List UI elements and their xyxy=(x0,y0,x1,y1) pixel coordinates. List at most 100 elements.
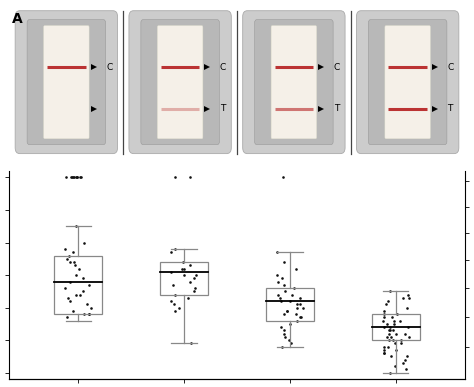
Point xyxy=(73,174,80,180)
Point xyxy=(403,353,411,360)
Point xyxy=(389,314,396,320)
Point xyxy=(296,314,303,320)
Point xyxy=(70,174,78,180)
FancyBboxPatch shape xyxy=(243,11,345,154)
Point xyxy=(293,301,301,307)
Point xyxy=(392,347,400,353)
Point xyxy=(281,327,288,334)
Point xyxy=(72,291,80,298)
Point xyxy=(404,291,412,298)
Point xyxy=(380,308,388,314)
Point xyxy=(72,223,80,229)
Point xyxy=(404,324,412,330)
Point xyxy=(80,311,87,317)
Point xyxy=(291,285,298,291)
Text: C: C xyxy=(106,63,112,72)
Point xyxy=(279,174,286,180)
Point xyxy=(405,295,413,301)
Point xyxy=(401,330,409,337)
Point xyxy=(389,337,396,343)
Text: C: C xyxy=(220,63,226,72)
Point xyxy=(382,301,390,307)
Point xyxy=(61,246,68,252)
Point xyxy=(178,265,186,272)
Point xyxy=(274,279,282,285)
FancyBboxPatch shape xyxy=(255,20,333,145)
Point xyxy=(286,298,293,304)
Point xyxy=(190,275,198,281)
Point xyxy=(277,298,285,304)
Point xyxy=(391,363,399,369)
Point xyxy=(384,344,392,350)
Point xyxy=(175,305,183,311)
Point xyxy=(180,272,188,278)
Point xyxy=(276,295,283,301)
Point xyxy=(66,259,73,265)
Point xyxy=(380,324,387,330)
Point xyxy=(391,340,399,346)
Point xyxy=(381,350,388,356)
Text: C: C xyxy=(334,63,340,72)
Point xyxy=(65,252,73,259)
Point xyxy=(392,330,400,337)
Point xyxy=(180,265,188,272)
Point xyxy=(380,347,388,353)
Point xyxy=(179,259,187,265)
Point xyxy=(383,334,391,340)
Bar xyxy=(372,314,419,340)
Point xyxy=(397,340,404,346)
Point xyxy=(385,327,393,334)
Bar xyxy=(266,288,314,321)
Point xyxy=(85,282,92,288)
Point xyxy=(83,301,91,307)
Point xyxy=(64,295,72,301)
Point xyxy=(280,311,287,317)
Point xyxy=(386,327,393,334)
Point xyxy=(186,174,194,180)
Point xyxy=(85,311,92,317)
Point xyxy=(283,308,291,314)
Point xyxy=(281,288,288,295)
Point xyxy=(389,327,397,334)
Text: T: T xyxy=(220,104,225,113)
Point xyxy=(69,174,77,180)
Point xyxy=(63,174,70,180)
Point xyxy=(293,318,301,324)
FancyBboxPatch shape xyxy=(271,26,317,139)
Point xyxy=(63,314,71,320)
Point xyxy=(274,291,282,298)
Point xyxy=(381,314,388,320)
Point xyxy=(76,291,84,298)
Text: A: A xyxy=(12,12,22,26)
Point xyxy=(186,262,194,269)
Point xyxy=(167,269,174,275)
Point xyxy=(296,295,304,301)
Bar xyxy=(160,262,208,295)
Point xyxy=(277,324,284,330)
Point xyxy=(280,259,288,265)
Point xyxy=(296,301,304,307)
FancyBboxPatch shape xyxy=(385,26,430,139)
Point xyxy=(283,308,291,314)
Point xyxy=(184,295,191,301)
Point xyxy=(397,337,405,343)
Point xyxy=(72,262,79,269)
FancyBboxPatch shape xyxy=(157,26,203,139)
Point xyxy=(287,321,294,327)
FancyBboxPatch shape xyxy=(15,11,118,154)
Point xyxy=(280,330,288,337)
Point xyxy=(292,311,300,317)
Point xyxy=(273,272,281,278)
Point xyxy=(62,285,69,291)
Point xyxy=(386,288,393,295)
Point xyxy=(387,353,395,360)
Point xyxy=(383,321,391,327)
Point xyxy=(399,360,406,366)
Point xyxy=(386,370,393,376)
Point xyxy=(401,357,409,363)
Point xyxy=(190,288,198,295)
Text: T: T xyxy=(334,104,339,113)
Point xyxy=(87,305,95,311)
Point xyxy=(167,249,174,255)
Point xyxy=(187,340,195,346)
